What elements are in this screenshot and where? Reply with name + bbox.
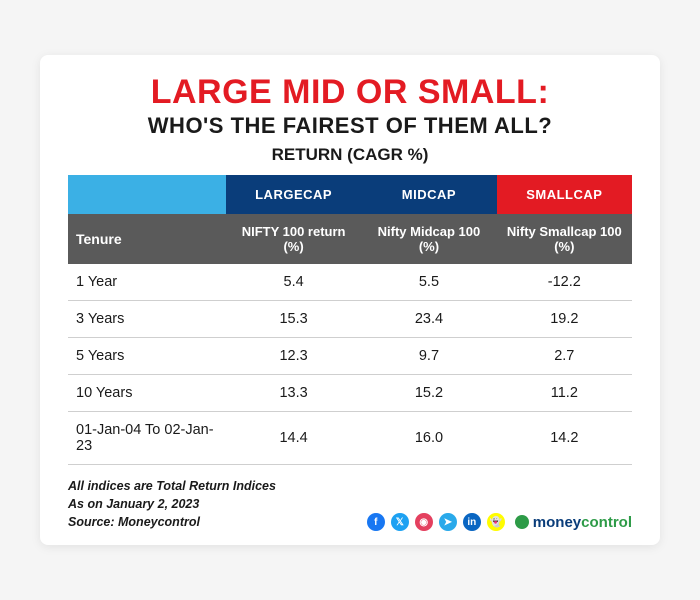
footnote-1: All indices are Total Return Indices bbox=[68, 477, 276, 495]
cell-value: 12.3 bbox=[226, 337, 361, 374]
cell-value: 9.7 bbox=[361, 337, 496, 374]
header-smallcap: SMALLCAP bbox=[497, 175, 632, 214]
brand-logo: moneycontrol bbox=[515, 514, 632, 531]
cell-value: 19.2 bbox=[497, 300, 632, 337]
cell-value: 14.2 bbox=[497, 411, 632, 464]
cell-value: 5.5 bbox=[361, 264, 496, 301]
footnotes: All indices are Total Return Indices As … bbox=[68, 477, 276, 531]
cell-tenure: 3 Years bbox=[68, 300, 226, 337]
instagram-icon[interactable]: ◉ bbox=[415, 513, 433, 531]
subtitle: WHO'S THE FAIREST OF THEM ALL? bbox=[68, 113, 632, 139]
table-row: 01-Jan-04 To 02-Jan-2314.416.014.2 bbox=[68, 411, 632, 464]
cell-value: 16.0 bbox=[361, 411, 496, 464]
header-midcap: MIDCAP bbox=[361, 175, 496, 214]
main-title: LARGE MID OR SMALL: bbox=[68, 75, 632, 111]
cell-value: 11.2 bbox=[497, 374, 632, 411]
footnote-3: Source: Moneycontrol bbox=[68, 513, 276, 531]
subheader-row: Tenure NIFTY 100 return (%) Nifty Midcap… bbox=[68, 214, 632, 264]
cell-value: 15.2 bbox=[361, 374, 496, 411]
cell-tenure: 5 Years bbox=[68, 337, 226, 374]
cell-value: -12.2 bbox=[497, 264, 632, 301]
cell-tenure: 01-Jan-04 To 02-Jan-23 bbox=[68, 411, 226, 464]
facebook-icon[interactable]: f bbox=[367, 513, 385, 531]
metric-label: RETURN (CAGR %) bbox=[68, 145, 632, 165]
cell-value: 2.7 bbox=[497, 337, 632, 374]
social-icons: f 𝕏 ◉ ➤ in 👻 bbox=[367, 513, 505, 531]
table-row: 5 Years12.39.72.7 bbox=[68, 337, 632, 374]
cell-value: 14.4 bbox=[226, 411, 361, 464]
footnote-2: As on January 2, 2023 bbox=[68, 495, 276, 513]
subhead-nifty100: NIFTY 100 return (%) bbox=[226, 214, 361, 264]
cell-tenure: 1 Year bbox=[68, 264, 226, 301]
header-blank bbox=[68, 175, 226, 214]
cell-value: 5.4 bbox=[226, 264, 361, 301]
table-row: 1 Year5.45.5-12.2 bbox=[68, 264, 632, 301]
snapchat-icon[interactable]: 👻 bbox=[487, 513, 505, 531]
telegram-icon[interactable]: ➤ bbox=[439, 513, 457, 531]
category-header-row: LARGECAP MIDCAP SMALLCAP bbox=[68, 175, 632, 214]
infographic-card: LARGE MID OR SMALL: WHO'S THE FAIREST OF… bbox=[40, 55, 660, 545]
header-largecap: LARGECAP bbox=[226, 175, 361, 214]
brand-part1: money bbox=[533, 514, 581, 531]
cell-value: 23.4 bbox=[361, 300, 496, 337]
linkedin-icon[interactable]: in bbox=[463, 513, 481, 531]
cell-tenure: 10 Years bbox=[68, 374, 226, 411]
brand-part2: control bbox=[581, 514, 632, 531]
cell-value: 15.3 bbox=[226, 300, 361, 337]
cell-value: 13.3 bbox=[226, 374, 361, 411]
subhead-tenure: Tenure bbox=[68, 214, 226, 264]
twitter-icon[interactable]: 𝕏 bbox=[391, 513, 409, 531]
subhead-midcap100: Nifty Midcap 100 (%) bbox=[361, 214, 496, 264]
brand-text: moneycontrol bbox=[533, 514, 632, 531]
footer-row: All indices are Total Return Indices As … bbox=[68, 467, 632, 531]
table-row: 10 Years13.315.211.2 bbox=[68, 374, 632, 411]
subhead-smallcap100: Nifty Smallcap 100 (%) bbox=[497, 214, 632, 264]
brand-dot-icon bbox=[515, 515, 529, 529]
table-row: 3 Years15.323.419.2 bbox=[68, 300, 632, 337]
returns-table: LARGECAP MIDCAP SMALLCAP Tenure NIFTY 10… bbox=[68, 175, 632, 465]
